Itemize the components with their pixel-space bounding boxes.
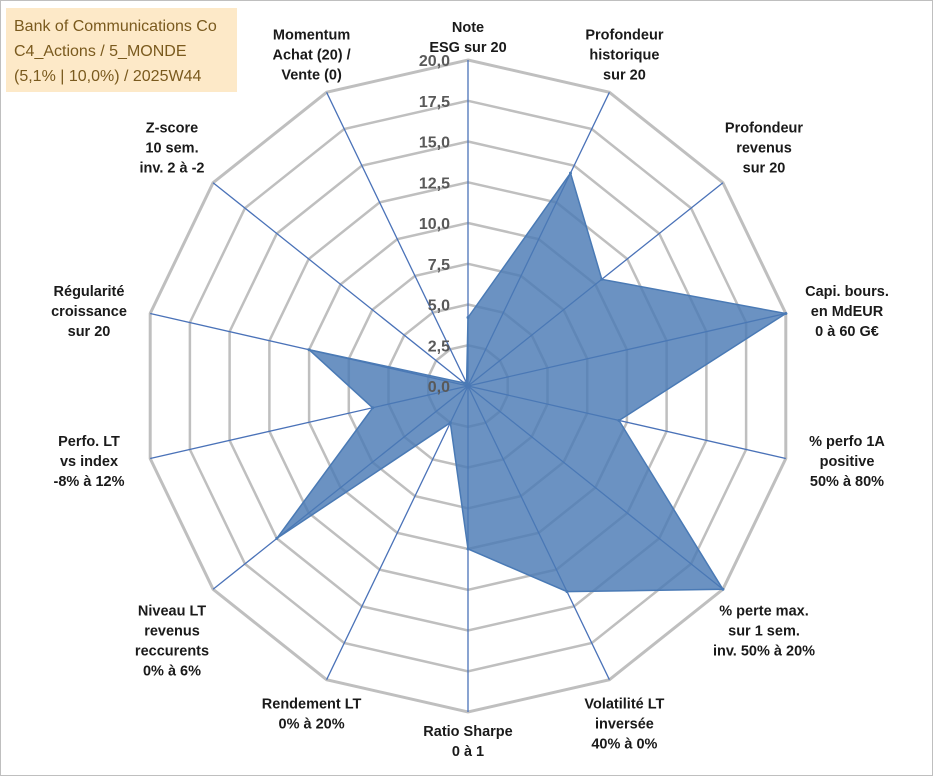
axis-label-line: -8% à 12%	[54, 474, 125, 490]
data-point-9	[448, 421, 452, 425]
axis-label-line: inversée	[595, 717, 654, 733]
axis-label-line: % perfo 1A	[809, 434, 885, 450]
axis-label-line: vs index	[60, 454, 118, 470]
axis-label-line: reccurents	[135, 644, 209, 660]
axis-spoke-14	[326, 92, 469, 387]
axis-label-line: sur 20	[603, 67, 646, 83]
axis-label-line: inv. 50% à 20%	[713, 644, 815, 660]
axis-label-line: Vente (0)	[281, 67, 342, 83]
axis-label-9: Rendement LT 0% à 20%	[262, 697, 362, 733]
axis-label-line: Ratio Sharpe	[423, 724, 512, 740]
tick-label: 10,0	[419, 216, 450, 233]
axis-label-10: Niveau LT revenus reccurents 0% à 6%	[135, 604, 209, 680]
axis-label-line: ESG sur 20	[429, 40, 506, 56]
data-point-7	[565, 590, 569, 594]
axis-label-line: Régularité	[54, 284, 125, 300]
data-series-area	[276, 171, 788, 593]
data-point-2	[569, 171, 572, 175]
axis-label-13: Z-score 10 sem. inv. 2 à -2	[139, 121, 204, 177]
axis-label-line: inv. 2 à -2	[139, 161, 204, 177]
axis-label-line: 10 sem.	[145, 141, 198, 157]
axis-label-line: Z-score	[146, 121, 198, 137]
tick-label: 5,0	[428, 298, 450, 315]
axis-label-7: Volatilité LT inversée 40% à 0%	[584, 697, 664, 753]
axis-label-1: Note ESG sur 20	[429, 20, 506, 56]
axis-label-line: sur 20	[68, 324, 111, 340]
axis-label-line: Profondeur	[585, 27, 663, 43]
axis-label-6: % perte max. sur 1 sem. inv. 50% à 20%	[713, 604, 815, 660]
tick-label: 2,5	[428, 338, 450, 355]
data-point-14	[465, 381, 469, 385]
data-point-6	[721, 587, 725, 591]
axis-label-line: Momentum	[273, 27, 350, 43]
axis-label-line: revenus	[736, 141, 792, 157]
axis-label-line: Volatilité LT	[584, 697, 664, 713]
axis-label-line: 0% à 6%	[143, 664, 201, 680]
axis-labels: Note ESG sur 20 Profondeur historique sur 20…	[51, 20, 889, 760]
info-box: Bank of Communications Co C4_Actions / 5…	[6, 8, 237, 92]
axis-label-line: Capi. bours.	[805, 284, 889, 300]
axis-label-line: 0 à 60 G€	[815, 324, 879, 340]
axis-label-line: 40% à 0%	[591, 737, 657, 753]
axis-label-line: revenus	[144, 624, 200, 640]
data-point-11	[371, 406, 375, 410]
data-point-13	[462, 381, 466, 385]
tick-label: 17,5	[419, 94, 450, 111]
data-point-12	[307, 348, 311, 352]
tick-label: 0,0	[428, 379, 450, 396]
axis-label-line: Profondeur	[725, 121, 803, 137]
portfolio-path: C4_Actions / 5_MONDE	[14, 43, 187, 60]
tick-label: 12,5	[419, 175, 450, 192]
axis-label-8: Ratio Sharpe 0 à 1	[423, 724, 512, 760]
axis-label-line: 50% à 80%	[810, 474, 884, 490]
data-area-layer	[275, 171, 788, 594]
axis-label-line: Note	[452, 20, 484, 36]
axis-label-line: 0 à 1	[452, 744, 484, 760]
company-name: Bank of Communications Co	[14, 18, 217, 35]
data-point-4	[784, 312, 788, 315]
axis-label-line: sur 1 sem.	[728, 624, 800, 640]
axis-label-11: Perfo. LT vs index -8% à 12%	[54, 434, 125, 490]
axis-label-line: positive	[820, 454, 875, 470]
axis-label-line: Niveau LT	[138, 604, 206, 620]
axis-label-3: Profondeur revenus sur 20	[725, 121, 803, 177]
axis-label-line: sur 20	[743, 161, 786, 177]
axis-label-line: % perte max.	[719, 604, 808, 620]
axis-label-line: 0% à 20%	[279, 717, 345, 733]
tick-label: 20,0	[419, 53, 450, 70]
tick-labels: 0,0 2,5 5,0 7,5 10,0 12,5 15,0 17,5 20,0	[419, 53, 450, 396]
weights-week: (5,1% | 10,0%) / 2025W44	[14, 68, 202, 85]
axis-label-line: Perfo. LT	[58, 434, 120, 450]
axis-spoke-13	[212, 182, 469, 387]
data-point-10	[275, 536, 279, 540]
data-point-5	[617, 419, 621, 422]
tick-label: 7,5	[428, 257, 450, 274]
tick-label: 15,0	[419, 135, 450, 152]
axis-label-line: croissance	[51, 304, 127, 320]
axis-label-5: % perfo 1A positive 50% à 80%	[809, 434, 885, 490]
data-point-8	[466, 547, 470, 551]
axis-spoke-9	[326, 385, 469, 680]
axis-label-14: Momentum Achat (20) / Vente (0)	[273, 27, 351, 83]
axis-label-line: historique	[589, 47, 659, 63]
axis-label-2: Profondeur historique sur 20	[585, 27, 663, 83]
axis-label-12: Régularité croissance sur 20	[51, 284, 127, 340]
data-point-3	[600, 277, 604, 281]
axis-label-line: en MdEUR	[811, 304, 884, 320]
axis-label-4: Capi. bours. en MdEUR 0 à 60 G€	[805, 284, 889, 340]
data-point-1	[466, 316, 470, 319]
axis-label-line: Rendement LT	[262, 697, 362, 713]
axis-label-line: Achat (20) /	[273, 47, 351, 63]
